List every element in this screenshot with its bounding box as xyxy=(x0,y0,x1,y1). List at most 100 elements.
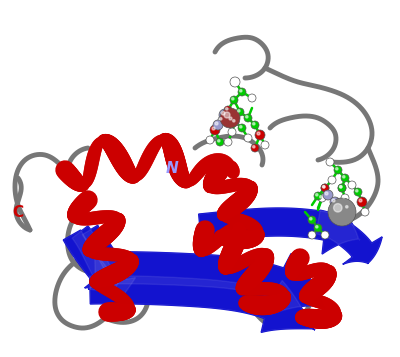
Circle shape xyxy=(233,120,235,122)
Circle shape xyxy=(330,177,332,180)
Circle shape xyxy=(321,184,329,192)
Polygon shape xyxy=(316,210,382,264)
Circle shape xyxy=(346,206,348,208)
Circle shape xyxy=(344,204,352,212)
Circle shape xyxy=(316,193,318,196)
Polygon shape xyxy=(82,225,136,298)
Circle shape xyxy=(246,136,248,138)
Circle shape xyxy=(224,106,232,114)
Text: N: N xyxy=(166,161,178,176)
Circle shape xyxy=(240,90,242,92)
Circle shape xyxy=(220,117,222,120)
Circle shape xyxy=(246,116,248,118)
Circle shape xyxy=(236,108,244,116)
Circle shape xyxy=(354,188,362,196)
Circle shape xyxy=(244,114,252,122)
Circle shape xyxy=(325,192,328,195)
Circle shape xyxy=(357,197,367,207)
Circle shape xyxy=(350,182,352,185)
Polygon shape xyxy=(95,252,325,314)
Circle shape xyxy=(224,112,230,118)
Circle shape xyxy=(323,190,333,200)
Circle shape xyxy=(229,117,232,120)
Circle shape xyxy=(323,186,325,188)
Polygon shape xyxy=(95,252,325,314)
Circle shape xyxy=(230,96,238,104)
Polygon shape xyxy=(199,200,360,254)
Circle shape xyxy=(363,210,365,212)
Circle shape xyxy=(253,122,255,125)
Circle shape xyxy=(238,124,246,132)
Circle shape xyxy=(222,111,225,115)
Circle shape xyxy=(314,224,322,232)
Circle shape xyxy=(231,118,239,126)
Circle shape xyxy=(323,233,325,235)
Circle shape xyxy=(314,192,322,200)
Circle shape xyxy=(226,140,228,142)
Circle shape xyxy=(218,116,226,124)
Circle shape xyxy=(250,96,252,98)
Circle shape xyxy=(342,196,345,198)
Circle shape xyxy=(310,233,312,235)
Circle shape xyxy=(210,125,220,135)
Circle shape xyxy=(341,174,349,182)
Circle shape xyxy=(336,167,338,170)
Circle shape xyxy=(310,218,312,220)
Circle shape xyxy=(224,138,232,146)
Circle shape xyxy=(230,130,232,132)
Circle shape xyxy=(318,194,326,202)
Polygon shape xyxy=(82,225,136,298)
Circle shape xyxy=(328,198,356,226)
Circle shape xyxy=(341,194,349,202)
Circle shape xyxy=(348,181,356,189)
Circle shape xyxy=(321,231,329,239)
Circle shape xyxy=(342,176,345,178)
Circle shape xyxy=(230,77,240,87)
Circle shape xyxy=(206,136,214,144)
Circle shape xyxy=(215,122,218,125)
Circle shape xyxy=(356,190,358,192)
Circle shape xyxy=(232,79,235,82)
Circle shape xyxy=(323,186,325,188)
Circle shape xyxy=(219,109,231,121)
Polygon shape xyxy=(316,210,382,264)
Circle shape xyxy=(244,134,252,142)
Circle shape xyxy=(257,132,260,135)
Circle shape xyxy=(316,226,318,228)
Polygon shape xyxy=(90,276,315,332)
Circle shape xyxy=(359,199,362,202)
Circle shape xyxy=(334,203,342,212)
Circle shape xyxy=(334,166,342,174)
Circle shape xyxy=(361,208,369,216)
Circle shape xyxy=(220,108,240,128)
Circle shape xyxy=(338,184,346,192)
Circle shape xyxy=(328,160,330,162)
Circle shape xyxy=(308,216,316,224)
Circle shape xyxy=(255,130,265,140)
Circle shape xyxy=(232,97,234,100)
Circle shape xyxy=(208,137,210,140)
Circle shape xyxy=(218,140,220,142)
Polygon shape xyxy=(63,230,117,288)
Circle shape xyxy=(212,127,215,130)
Circle shape xyxy=(226,107,228,110)
Polygon shape xyxy=(199,200,360,254)
Circle shape xyxy=(253,146,255,148)
Circle shape xyxy=(238,110,240,112)
Circle shape xyxy=(338,184,346,192)
Circle shape xyxy=(263,142,265,145)
Circle shape xyxy=(261,141,269,149)
Circle shape xyxy=(332,199,335,202)
Polygon shape xyxy=(72,226,124,294)
Circle shape xyxy=(248,94,256,102)
Circle shape xyxy=(328,176,336,184)
Circle shape xyxy=(227,115,237,125)
Circle shape xyxy=(240,126,242,128)
Polygon shape xyxy=(63,230,117,288)
Circle shape xyxy=(308,231,316,239)
Circle shape xyxy=(228,128,236,136)
Circle shape xyxy=(251,121,259,129)
Circle shape xyxy=(320,196,322,198)
Polygon shape xyxy=(72,226,124,294)
Circle shape xyxy=(330,197,340,207)
